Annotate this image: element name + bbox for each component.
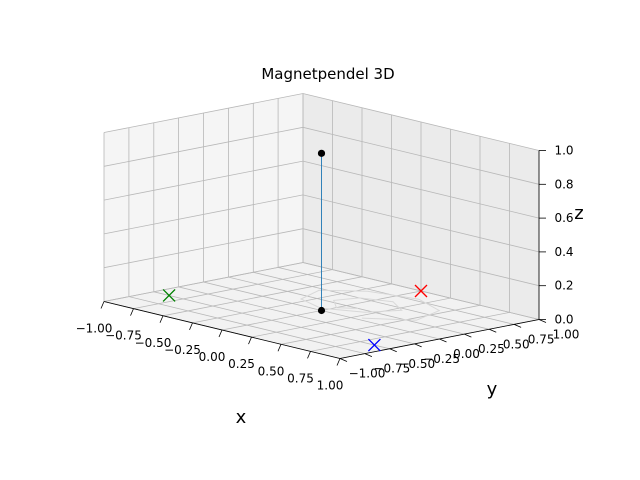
magnet-marker (414, 284, 428, 298)
y-tick-label: −0.75 (373, 362, 410, 376)
x-tick-label: 1.00 (317, 379, 344, 393)
z-tick-label: 0.0 (554, 313, 573, 327)
z-axis-label: z (574, 203, 583, 224)
x-tick-label: −0.75 (105, 329, 142, 343)
pendulum-bob-point (317, 306, 326, 315)
y-tick-label: −0.50 (398, 357, 435, 371)
x-tick-mark (159, 315, 164, 323)
z-grid-line (103, 228, 540, 287)
y-tick-labels: −1.00−0.75−0.50−0.250.000.250.500.751.00 (339, 319, 580, 381)
z-grid-line (103, 93, 540, 151)
z-tick-label: 0.2 (554, 279, 573, 293)
z-tick-label: 0.4 (554, 245, 573, 259)
data-marks (162, 149, 428, 352)
pendulum-anchor-point (317, 149, 326, 157)
z-tick-label: 0.8 (554, 177, 573, 191)
y-tick-label: 0.75 (528, 332, 555, 346)
z-grid-line (103, 160, 540, 219)
y-axis-label: y (487, 379, 498, 400)
x-tick-label: −1.00 (76, 322, 113, 336)
y-tick-label: −0.25 (423, 352, 460, 366)
y-tick-label: −1.00 (349, 367, 386, 381)
y-tick-mark (364, 353, 373, 357)
y-tick-label: 0.00 (453, 347, 480, 361)
x-tick-labels: −1.00−0.75−0.50−0.250.000.250.500.751.00 (76, 301, 344, 393)
y-tick-mark (464, 333, 472, 338)
z-tick-labels: 0.0 0.2 0.4 0.6 0.8 1.0 (539, 144, 574, 327)
magnet-marker (367, 338, 381, 352)
y-tick-mark (513, 324, 522, 328)
magnet-marker-stroke (414, 284, 428, 298)
y-tick-mark (414, 343, 422, 348)
y-tick-mark (339, 358, 348, 362)
z-grid-line (103, 194, 540, 253)
x-tick-mark (248, 336, 252, 345)
z-tick-label: 0.6 (554, 211, 573, 225)
magnet-marker-stroke (162, 288, 176, 302)
y-tick-label: 1.00 (553, 328, 580, 342)
magnet-marker (162, 288, 176, 302)
x-tick-label: 0.75 (287, 371, 314, 385)
x-tick-label: −0.25 (164, 343, 201, 357)
x-tick-mark (336, 358, 341, 366)
chart-title: Magnetpendel 3D (261, 65, 394, 83)
z-grid-line (103, 262, 540, 320)
x-tick-mark (189, 322, 193, 331)
x-tick-label: −0.50 (135, 336, 172, 350)
x-tick-mark (307, 351, 311, 359)
y-tick-mark (439, 338, 447, 343)
x-tick-label: 0.25 (228, 357, 255, 371)
y-tick-mark (538, 319, 547, 323)
y-tick-label: 0.50 (503, 337, 530, 351)
y-tick-label: 0.25 (478, 342, 505, 356)
magnet-marker-stroke (367, 338, 381, 352)
y-tick-mark (389, 348, 397, 353)
y-tick-mark (489, 328, 497, 333)
x-tick-label: 0.50 (258, 364, 285, 378)
x-tick-mark (100, 301, 105, 309)
x-tick-mark (277, 344, 282, 352)
x-tick-label: 0.00 (199, 350, 226, 364)
x-tick-mark (218, 329, 223, 338)
x-tick-mark (130, 308, 134, 316)
z-grid-line (103, 126, 540, 185)
x-axis-label: x (236, 407, 247, 428)
z-tick-label: 1.0 (554, 144, 573, 158)
